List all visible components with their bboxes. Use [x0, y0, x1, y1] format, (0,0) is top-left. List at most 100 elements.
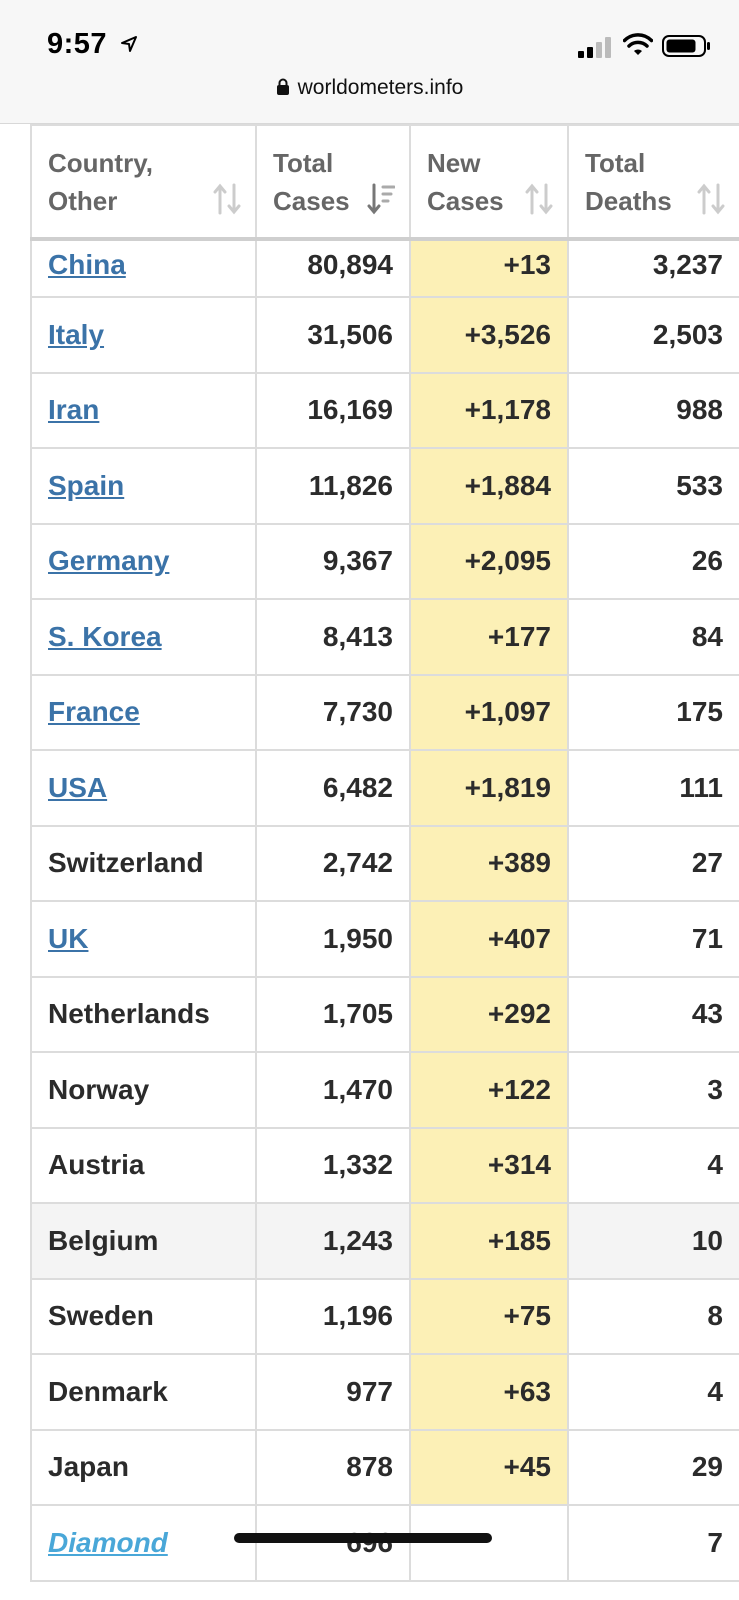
total-cases-cell: 1,950 — [255, 900, 411, 978]
table-row: Netherlands 1,705 +292 43 — [30, 975, 739, 1053]
country-cell: S. Korea — [30, 598, 257, 676]
new-cases-cell: +1,097 — [409, 673, 569, 751]
total-cases-cell: 2,742 — [255, 824, 411, 902]
country-link[interactable]: UK — [48, 922, 89, 954]
header-total-deaths[interactable]: Total Deaths — [567, 124, 739, 241]
new-cases-cell: +292 — [409, 975, 569, 1053]
url-text: worldometers.info — [297, 76, 464, 99]
table-row: S. Korea 8,413 +177 84 — [30, 598, 739, 676]
total-cases-cell: 9,367 — [255, 522, 411, 600]
country-link[interactable]: Italy — [48, 318, 105, 350]
total-deaths-cell: 43 — [567, 975, 739, 1053]
country-link[interactable]: Germany — [48, 545, 170, 577]
sort-both-icon[interactable] — [697, 183, 725, 215]
country-link[interactable]: Spain — [48, 469, 125, 501]
total-cases-cell: 1,705 — [255, 975, 411, 1053]
sort-both-icon[interactable] — [525, 183, 553, 215]
country-link[interactable]: Iran — [48, 394, 100, 426]
new-cases-cell: +13 — [409, 238, 569, 298]
table-row: Spain 11,826 +1,884 533 — [30, 447, 739, 525]
new-cases-cell: +45 — [409, 1428, 569, 1506]
new-cases-cell: +1,178 — [409, 371, 569, 449]
total-deaths-cell: 3 — [567, 1051, 739, 1129]
table-row: Italy 31,506 +3,526 2,503 — [30, 296, 739, 374]
total-cases-cell: 80,894 — [255, 238, 411, 298]
total-cases-cell: 1,470 — [255, 1051, 411, 1129]
country-cell: UK — [30, 900, 257, 978]
total-deaths-cell: 7 — [567, 1504, 739, 1582]
new-cases-cell: +3,526 — [409, 296, 569, 374]
header-label-line1: Total — [273, 147, 334, 178]
sort-both-icon[interactable] — [213, 183, 241, 215]
country-cell: Austria — [30, 1126, 257, 1204]
country-cell: China — [30, 238, 257, 298]
total-deaths-cell: 10 — [567, 1202, 739, 1280]
new-cases-cell: +1,884 — [409, 447, 569, 525]
table-header-row: Country, Other Total Cases N — [30, 124, 739, 241]
total-deaths-cell: 4 — [567, 1353, 739, 1431]
header-label-line2: Other — [48, 185, 118, 216]
header-total-cases[interactable]: Total Cases — [255, 124, 411, 241]
total-deaths-cell: 27 — [567, 824, 739, 902]
country-cell: France — [30, 673, 257, 751]
coronavirus-cases-table: Country, Other Total Cases N — [30, 124, 739, 1600]
country-link[interactable]: USA — [48, 771, 108, 803]
country-cell: Denmark — [30, 1353, 257, 1431]
sort-descending-icon[interactable] — [367, 183, 395, 215]
total-cases-cell: 1,243 — [255, 1202, 411, 1280]
header-label-line2: Deaths — [585, 185, 672, 216]
lock-icon — [276, 78, 289, 95]
country-cell: Sweden — [30, 1277, 257, 1355]
new-cases-cell: +122 — [409, 1051, 569, 1129]
total-cases-cell: 7,730 — [255, 673, 411, 751]
country-cell: Diamond — [30, 1504, 257, 1582]
total-cases-cell: 16,169 — [255, 371, 411, 449]
total-cases-cell: 878 — [255, 1428, 411, 1506]
total-deaths-cell: 26 — [567, 522, 739, 600]
total-deaths-cell: 988 — [567, 371, 739, 449]
new-cases-cell: +2,095 — [409, 522, 569, 600]
country-cell: Germany — [30, 522, 257, 600]
address-bar[interactable]: worldometers.info — [0, 76, 739, 110]
total-cases-cell: 8,413 — [255, 598, 411, 676]
header-new-cases[interactable]: New Cases — [409, 124, 569, 241]
cell-signal-icon — [578, 37, 611, 58]
country-link[interactable]: China — [48, 249, 126, 280]
location-arrow-icon — [121, 36, 137, 52]
new-cases-cell: +407 — [409, 900, 569, 978]
country-cell: USA — [30, 749, 257, 827]
table-row: Belgium 1,243 +185 10 — [30, 1202, 739, 1280]
header-country-other[interactable]: Country, Other — [30, 124, 257, 241]
table-row: UK 1,950 +407 71 — [30, 900, 739, 978]
new-cases-cell: +177 — [409, 598, 569, 676]
total-deaths-cell: 4 — [567, 1126, 739, 1204]
country-cell: Japan — [30, 1428, 257, 1506]
country-cell: Iran — [30, 371, 257, 449]
table-row: Switzerland 2,742 +389 27 — [30, 824, 739, 902]
country-link[interactable]: S. Korea — [48, 620, 162, 652]
total-cases-cell: 6,482 — [255, 749, 411, 827]
total-deaths-cell: 8 — [567, 1277, 739, 1355]
new-cases-cell: +314 — [409, 1126, 569, 1204]
country-cell: Belgium — [30, 1202, 257, 1280]
total-deaths-cell: 111 — [567, 749, 739, 827]
table-row: Germany 9,367 +2,095 26 — [30, 522, 739, 600]
country-link[interactable]: France — [48, 696, 140, 728]
header-label-line2: Cases — [273, 185, 350, 216]
table-row: China 80,894 +13 3,237 — [30, 238, 739, 298]
status-time: 9:57 — [47, 28, 108, 60]
total-deaths-cell: 3,237 — [567, 238, 739, 298]
table-row: France 7,730 +1,097 175 — [30, 673, 739, 751]
ios-status-bar: 9:57 worldometers.info — [0, 0, 739, 124]
total-cases-cell: 977 — [255, 1353, 411, 1431]
battery-icon — [662, 35, 710, 57]
table-row: Denmark 977 +63 4 — [30, 1353, 739, 1431]
new-cases-cell: +185 — [409, 1202, 569, 1280]
country-link[interactable]: Diamond — [48, 1526, 168, 1558]
total-cases-cell: 1,196 — [255, 1277, 411, 1355]
total-deaths-cell: 71 — [567, 900, 739, 978]
table-row: USA 6,482 +1,819 111 — [30, 749, 739, 827]
country-cell: Switzerland — [30, 824, 257, 902]
table-row: Austria 1,332 +314 4 — [30, 1126, 739, 1204]
home-indicator[interactable] — [234, 1533, 492, 1543]
